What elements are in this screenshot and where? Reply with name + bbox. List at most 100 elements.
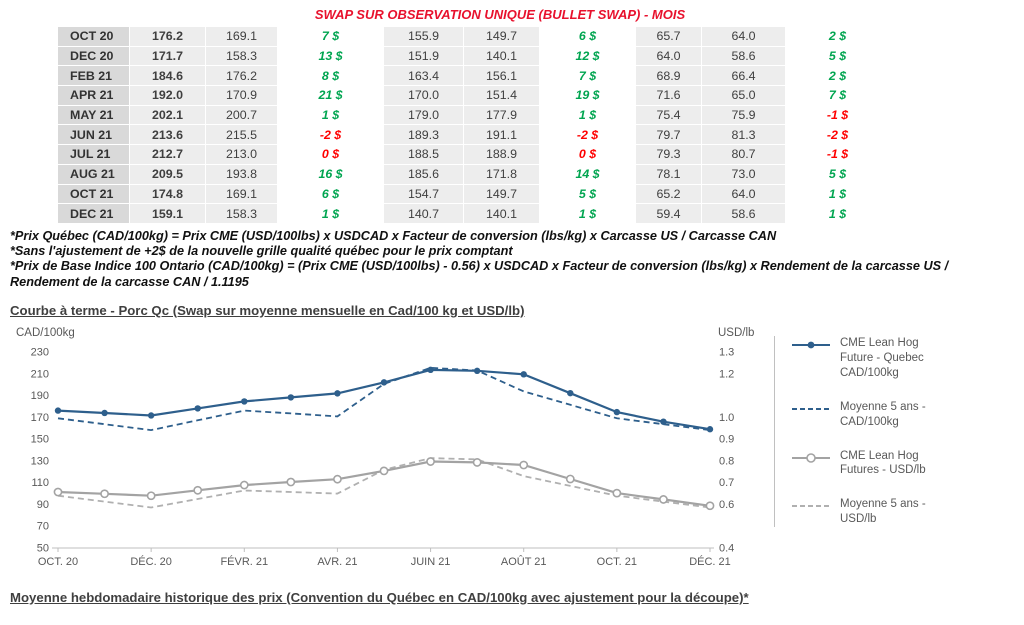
axis-label: OCT. 21 (597, 556, 637, 568)
report-title: SWAP SUR OBSERVATION UNIQUE (BULLET SWAP… (314, 7, 686, 22)
axis-label: 0.9 (719, 433, 734, 445)
value-cell: 188.9 (464, 145, 540, 165)
value-cell: 58.6 (702, 46, 786, 67)
footnotes: *Prix Québec (CAD/100kg) = Prix CME (USD… (10, 229, 1014, 290)
value-cell: 79.3 (636, 145, 702, 165)
value-cell: 171.8 (464, 164, 540, 185)
axis-label: DÉC. 20 (130, 555, 172, 568)
value-cell: 171.7 (130, 46, 206, 67)
data-point (241, 398, 248, 405)
data-point (287, 394, 295, 401)
diff-cell: 14 $ (540, 164, 636, 185)
diff-cell: 5 $ (540, 184, 636, 205)
axis-label: 110 (31, 477, 49, 489)
axis-label: AOÛT 21 (501, 555, 547, 568)
axis-label: 0.6 (719, 499, 734, 511)
dashed-line-icon (792, 505, 830, 508)
diff-cell: 7 $ (786, 86, 890, 106)
diff-cell: 5 $ (786, 164, 890, 185)
value-cell: 215.5 (206, 125, 278, 146)
diff-cell: 1 $ (540, 105, 636, 126)
data-point (54, 407, 62, 414)
data-point (473, 367, 481, 374)
axis-label: 190 (31, 390, 49, 402)
value-cell: 68.9 (636, 66, 702, 87)
value-cell: 184.6 (130, 66, 206, 87)
series-line (57, 457, 711, 509)
value-cell: 73.0 (702, 164, 786, 185)
forward-curve-heading: Courbe à terme - Porc Qc (Swap sur moyen… (10, 302, 525, 318)
value-cell: 65.0 (702, 86, 786, 106)
value-cell: 176.2 (130, 27, 206, 47)
value-cell: 64.0 (636, 46, 702, 67)
data-point (193, 485, 203, 495)
value-cell: 79.7 (636, 125, 702, 146)
diff-cell: 7 $ (278, 27, 384, 47)
axis-label: JUIN 21 (411, 556, 451, 568)
data-point (567, 389, 574, 397)
value-cell: 212.7 (130, 145, 206, 165)
data-point (53, 487, 63, 497)
value-cell: 185.6 (384, 164, 464, 185)
table-row: JUN 21 213.6 215.5 -2 $189.3 191.1 -2 $79.7 81… (58, 125, 890, 146)
weekly-average-heading: Moyenne hebdomadaire historique des prix… (10, 589, 749, 605)
footnote-line: *Prix de Base Indice 100 Ontario (CAD/10… (10, 259, 949, 289)
diff-cell: 1 $ (278, 105, 384, 126)
axis-label: 0.4 (719, 542, 734, 554)
value-cell: 78.1 (636, 164, 702, 185)
value-cell: 188.5 (384, 145, 464, 165)
legend-label: Moyenne 5 ans - USD/lb (840, 498, 926, 526)
value-cell: 66.4 (702, 66, 786, 87)
value-cell: 65.2 (636, 184, 702, 205)
month-cell: JUL 21 (58, 145, 130, 165)
diff-cell: -1 $ (786, 105, 890, 126)
table-row: JUL 21 212.7 213.0 0 $188.5 188.9 0 $79.3 80.7… (58, 145, 890, 165)
diff-cell: 6 $ (540, 27, 636, 47)
month-cell: APR 21 (58, 86, 130, 106)
table-row: MAY 21 202.1 200.7 1 $179.0 177.9 1 $75.4 75.9… (58, 105, 890, 126)
table-row: DEC 21 159.1 158.3 1 $140.7 140.1 1 $59.4 58.6… (58, 204, 890, 224)
axis-label: AVR. 21 (317, 556, 357, 568)
diff-cell: -2 $ (278, 125, 384, 146)
data-point (519, 460, 529, 470)
table-row: APR 21 192.0 170.9 21 $170.0 151.4 19 $71.6 65… (58, 86, 890, 106)
value-cell: 71.6 (636, 86, 702, 106)
value-cell: 158.3 (206, 204, 278, 224)
line-marker-icon (792, 452, 830, 463)
axis-label: 170 (31, 412, 49, 424)
data-point (333, 474, 342, 484)
data-point (427, 366, 434, 373)
axis-label: 130 (31, 455, 49, 467)
data-point (286, 477, 296, 487)
value-cell: 59.4 (636, 204, 702, 224)
axis-label: FÉVR. 21 (220, 555, 268, 568)
diff-cell: 13 $ (278, 46, 384, 67)
diff-cell: 2 $ (786, 66, 890, 87)
diff-cell: 19 $ (540, 86, 636, 106)
month-cell: DEC 21 (58, 204, 130, 224)
data-point (380, 378, 388, 386)
data-point (613, 408, 621, 416)
legend-item: Moyenne 5 ans - USD/lb (791, 497, 944, 527)
axis-label: OCT. 20 (38, 556, 78, 568)
value-cell: 202.1 (130, 105, 206, 126)
value-cell: 64.0 (702, 184, 786, 205)
data-point (612, 488, 622, 498)
value-cell: 58.6 (702, 204, 786, 224)
legend-label: CME Lean Hog Futures - USD/lb (840, 449, 926, 477)
diff-cell: 1 $ (540, 204, 636, 224)
axis-label: 210 (31, 368, 49, 380)
legend-label: CME Lean Hog Future - Quebec CAD/100kg (840, 336, 924, 379)
forward-curve-chart: CAD/100kg USD/lb 230 1.3 210 1.2 190 170 1.0 150 0… (8, 322, 1024, 574)
value-cell: 192.0 (130, 86, 206, 106)
value-cell: 191.1 (464, 125, 540, 146)
diff-cell: 12 $ (540, 46, 636, 67)
value-cell: 149.7 (464, 27, 540, 47)
axis-label: 1.3 (719, 346, 734, 358)
diff-cell: 2 $ (786, 27, 890, 47)
axis-label: 70 (37, 521, 49, 533)
table-row: OCT 21 174.8 169.1 6 $154.7 149.7 5 $65.2 64.0… (58, 184, 890, 205)
diff-cell: 1 $ (786, 184, 890, 205)
value-cell: 209.5 (130, 164, 206, 185)
series-line (57, 366, 711, 431)
